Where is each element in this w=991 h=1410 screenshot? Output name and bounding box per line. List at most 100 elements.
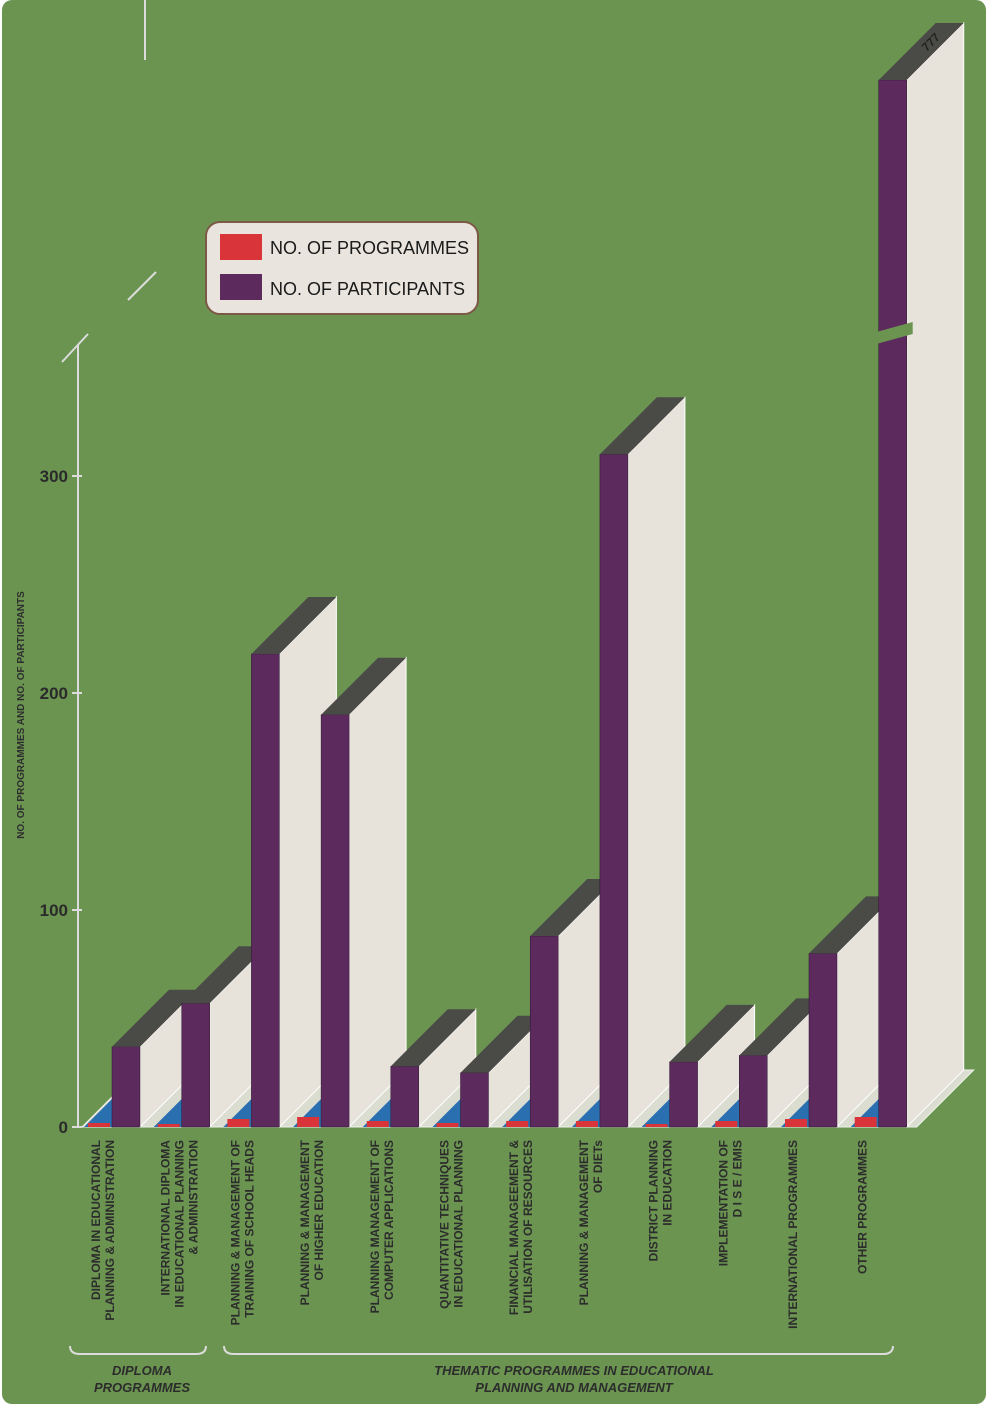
category-label-line: PLANNING & MANAGEMENT [298, 1139, 312, 1305]
participants-bar [181, 1003, 210, 1128]
depth-marker [362, 1099, 391, 1127]
programmes-bar [297, 1117, 320, 1127]
participants-bar [390, 1065, 420, 1128]
category-label-line: FINANCIAL MANAGEEMENT & [507, 1140, 521, 1315]
category-label-line: OF HIGHER EDUCATION [312, 1140, 326, 1280]
depth-marker [84, 1099, 112, 1127]
category-label: QUANTITATIVE TECHNIQUES IN EDUCATIONAL PL… [438, 1140, 466, 1309]
group-label: PLANNING AND MANAGEMENT [475, 1380, 673, 1395]
depth-marker [711, 1099, 740, 1127]
participants-bar [808, 953, 838, 1128]
category-label-line: TRAINING OF SCHOOL HEADS [242, 1140, 256, 1318]
y-tick-label: 300 [40, 467, 68, 486]
legend-label-programmes: NO. OF PROGRAMMES [270, 238, 469, 258]
category-label: DISTRICT PLANNING IN EDUCATION [647, 1140, 675, 1261]
participants-bar-top [321, 657, 407, 715]
participants-bar [111, 1046, 141, 1128]
category-label: INTERNATIONAL PROGRAMMES [786, 1140, 800, 1329]
participants-bar-top [669, 1004, 755, 1062]
category-label-line: PLANNING & ADMINISTRATION [103, 1140, 117, 1321]
programmes-bar [506, 1121, 529, 1127]
group-bracket [223, 1345, 894, 1355]
back-wall-panel [906, 21, 965, 1129]
participants-bar-top [809, 896, 894, 954]
category-label-line: OF DIETs [591, 1140, 605, 1193]
programmes-bar [436, 1123, 459, 1127]
category-label-line: DISTRICT PLANNING [647, 1140, 661, 1261]
depth-marker [502, 1099, 531, 1127]
category-label-line: IN EDUCATIONAL PLANNING [452, 1140, 466, 1308]
participants-bar [599, 454, 629, 1128]
group-label: THEMATIC PROGRAMMES IN EDUCATIONAL [434, 1363, 714, 1378]
category-label: PLANNING & MANAGEMENT OF DIETs [577, 1139, 605, 1305]
category-label-line: OTHER PROGRAMMES [856, 1140, 870, 1274]
category-label-line: PLANNING & MANAGEMENT OF [228, 1140, 242, 1325]
legend: NO. OF PROGRAMMES NO. OF PARTICIPANTS [205, 221, 479, 315]
category-label: DIPLOMA IN EDUCATIONAL PLANNING & ADMINIS… [89, 1140, 117, 1321]
category-label: OTHER PROGRAMMES [856, 1140, 870, 1274]
participants-bar-top [599, 397, 685, 455]
programmes-bar [366, 1121, 389, 1127]
programmes-bar [88, 1123, 110, 1127]
participants-bar-top [181, 946, 267, 1004]
category-label-line: UTILISATION OF RESOURCES [521, 1140, 535, 1314]
back-wall-panel [627, 396, 686, 1129]
depth-marker [641, 1099, 670, 1127]
category-label-line: IMPLEMENTATION OF [716, 1140, 730, 1266]
programmes-bar [645, 1124, 668, 1127]
participants-bar-top [739, 998, 825, 1056]
bars: 777 [84, 23, 964, 1128]
programmes-bar [157, 1124, 180, 1127]
category-label: PLANNING & MANAGEMENT OF HIGHER EDUCATION [298, 1139, 326, 1305]
participants-bar [320, 714, 350, 1128]
category-labels: DIPLOMA IN EDUCATIONAL PLANNING & ADMINIS… [89, 1139, 870, 1329]
y-axis-title: NO. OF PROGRAMMES AND NO. OF PARTICIPANT… [16, 591, 27, 839]
participants-bar-top [530, 879, 616, 937]
y-tick-label: 100 [40, 901, 68, 920]
depth-marker [153, 1099, 182, 1127]
programmes-bar [575, 1121, 598, 1127]
category-label-line: IN EDUCATIONAL PLANNING [173, 1140, 187, 1308]
programmes-bar [715, 1121, 738, 1127]
legend-label-participants: NO. OF PARTICIPANTS [270, 279, 465, 299]
participants-bar [669, 1061, 698, 1128]
participants-bar-top [112, 989, 197, 1047]
category-label-line: COMPUTER APPLICATIONS [382, 1140, 396, 1300]
participants-bar [529, 935, 559, 1128]
category-label: INTERNATIONAL DIPLOMA IN EDUCATIONAL PLAN… [159, 1140, 201, 1308]
group-label: PROGRAMMES [94, 1380, 190, 1395]
category-label-line: IN EDUCATION [661, 1140, 675, 1226]
category-label-line: QUANTITATIVE TECHNIQUES [438, 1140, 452, 1309]
y-tick-label: 0 [59, 1118, 68, 1137]
participants-bar [739, 1055, 768, 1128]
category-label-line: DIPLOMA IN EDUCATIONAL [89, 1140, 103, 1300]
participants-bar-top [390, 1009, 476, 1067]
participants-bar [460, 1072, 489, 1128]
group-bracket [69, 1345, 207, 1355]
legend-swatch-participants [220, 274, 262, 300]
participants-bar-top [460, 1015, 546, 1073]
category-label-line: & ADMINISTRATION [187, 1140, 201, 1255]
programmes-bar [227, 1119, 250, 1127]
participants-bar-top [251, 596, 337, 654]
participants-bar-top [878, 23, 964, 80]
y-axis: 0 100 200 300 NO. OF PROGRAMMES AND NO. OF P… [16, 0, 157, 1137]
category-label: IMPLEMENTATION OF D I S E / EMIS [716, 1140, 744, 1266]
category-label-line: PLANNING MANAGEMENT OF [368, 1140, 382, 1313]
axis-break-mark [61, 333, 89, 363]
category-label-line: INTERNATIONAL PROGRAMMES [786, 1140, 800, 1329]
axis-break-mark [127, 271, 157, 301]
category-label: PLANNING MANAGEMENT OF COMPUTER APPLICATI… [368, 1140, 396, 1313]
programmes-bar [785, 1119, 807, 1127]
category-label: PLANNING & MANAGEMENT OF TRAINING OF SCHO… [228, 1140, 256, 1325]
depth-marker [571, 1099, 600, 1127]
back-wall-panel [348, 656, 407, 1129]
group-brackets: DIPLOMA PROGRAMMES THEMATIC PROGRAMMES IN … [69, 1345, 894, 1395]
legend-box [205, 221, 479, 315]
y-tick-label: 200 [40, 684, 68, 703]
category-label-line: D I S E / EMIS [730, 1140, 744, 1217]
legend-swatch-programmes [220, 234, 262, 260]
